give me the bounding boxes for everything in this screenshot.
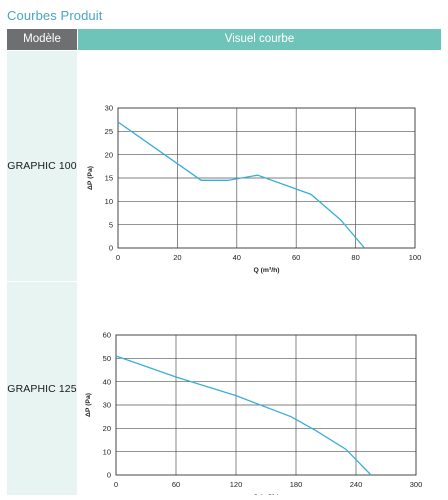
y-tick-label: 40	[103, 377, 111, 386]
x-tick-label: 100	[409, 253, 422, 262]
plot-frame	[115, 334, 417, 476]
section-title: Courbes Produit	[7, 8, 103, 23]
curve-cell: 0 20 40 60 80 100 0 5 10 15 20 25 30 Q (m³/h) ΔP (Pa)	[78, 51, 441, 281]
curves-table: Modèle Visuel courbe GRAPHIC 100 0 20 40 60…	[7, 29, 441, 500]
series-line	[115, 355, 372, 476]
y-tick-label: 0	[109, 244, 113, 253]
x-tick-label: 0	[114, 480, 118, 489]
x-tick-label: 300	[410, 480, 423, 489]
table-row: GRAPHIC 100 0 20 40 60 80 100 0 5 10 15 20 25 30 Q (m…	[7, 51, 441, 281]
x-tick-label: 60	[292, 253, 300, 262]
x-tick-label: 180	[290, 480, 303, 489]
y-tick-label: 10	[105, 197, 113, 206]
y-tick-label: 10	[103, 447, 111, 456]
table-row: GRAPHIC 125 0 60 120 180 240 300 0 10 20 30 40 50 60…	[7, 282, 441, 500]
y-tick-label: 30	[103, 401, 111, 410]
y-axis-label: ΔP (Pa)	[87, 166, 94, 190]
header-model: Modèle	[7, 29, 77, 50]
model-cell: GRAPHIC 100	[7, 51, 77, 281]
series-line	[117, 121, 366, 249]
x-tick-label: 20	[173, 253, 181, 262]
pressure-flow-chart: 0 20 40 60 80 100 0 5 10 15 20 25 30 Q (m³/h) ΔP (Pa)	[87, 104, 422, 274]
y-tick-label: 20	[105, 150, 113, 159]
y-tick-label: 20	[103, 424, 111, 433]
y-tick-label: 50	[103, 354, 111, 363]
x-tick-label: 0	[116, 253, 120, 262]
pressure-flow-chart: 0 60 120 180 240 300 0 10 20 30 40 50 60 Q (m³/h) ΔP (…	[85, 331, 423, 500]
y-tick-label: 60	[103, 331, 111, 340]
model-label: GRAPHIC 100	[7, 160, 77, 172]
curve-cell: 0 60 120 180 240 300 0 10 20 30 40 50 60 Q (m³/h) ΔP (…	[78, 282, 441, 500]
y-tick-label: 5	[109, 220, 113, 229]
y-tick-label: 15	[105, 174, 113, 183]
x-tick-label: 120	[230, 480, 243, 489]
plot-frame	[117, 107, 416, 249]
y-tick-label: 30	[105, 104, 113, 113]
x-axis-label: Q (m³/h)	[253, 267, 279, 274]
model-label: GRAPHIC 125	[7, 382, 77, 395]
x-tick-label: 40	[233, 253, 241, 262]
model-cell: GRAPHIC 125	[7, 282, 77, 495]
x-axis-label: Q (m³/h)	[253, 494, 279, 495]
x-tick-label: 60	[172, 480, 180, 489]
x-tick-label: 80	[351, 253, 359, 262]
header-curve: Visuel courbe	[78, 29, 441, 50]
y-axis-label: ΔP (Pa)	[85, 393, 92, 417]
y-tick-label: 25	[105, 127, 113, 136]
table-header: Modèle Visuel courbe	[7, 29, 441, 50]
x-tick-label: 240	[350, 480, 363, 489]
y-tick-label: 0	[107, 471, 111, 480]
